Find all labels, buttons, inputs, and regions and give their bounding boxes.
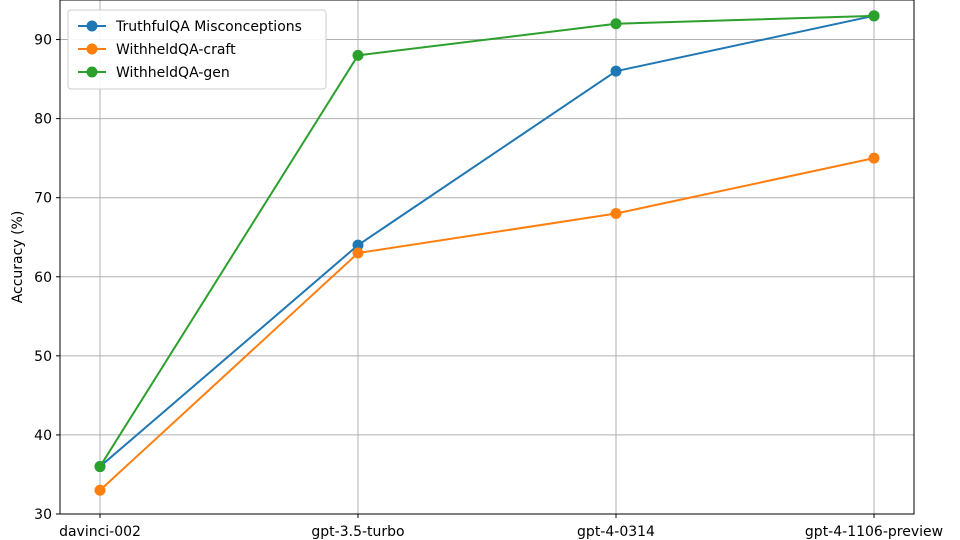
data-point: [94, 461, 106, 473]
x-tick-label: gpt-4-1106-preview: [805, 524, 943, 540]
y-tick-label: 30: [34, 507, 52, 523]
x-tick-label: gpt-3.5-turbo: [311, 524, 404, 540]
series-line: [99, 14, 875, 468]
legend-label: WithheldQA-gen: [116, 65, 230, 81]
series-line: [99, 157, 875, 492]
y-tick-label: 40: [34, 428, 52, 444]
y-tick-label: 60: [34, 270, 52, 286]
y-tick-label: 80: [34, 112, 52, 128]
y-axis-title: Accuracy (%): [10, 211, 26, 304]
legend: TruthfulQA Misconceptions WithheldQA-craf…: [67, 9, 327, 90]
legend-swatch-marker: [86, 43, 98, 55]
data-point: [610, 208, 622, 220]
y-tick-label: 90: [34, 33, 52, 49]
data-point: [94, 484, 106, 496]
series-line: [99, 14, 875, 468]
data-point: [352, 239, 364, 251]
data-point: [352, 49, 364, 61]
series-2: [94, 10, 880, 473]
ticks-layer: davinci-002 gpt-3.5-turbo gpt-4-0314 gpt-4-…: [34, 33, 943, 540]
x-tick-label: davinci-002: [59, 524, 141, 540]
plot-frame: [59, 0, 915, 515]
data-point: [868, 152, 880, 164]
data-point: [868, 10, 880, 22]
legend-swatch-marker: [86, 66, 98, 78]
legend-label: TruthfulQA Misconceptions: [115, 19, 302, 35]
legend-swatch-marker: [86, 20, 98, 32]
x-tick-label: gpt-4-0314: [577, 524, 655, 540]
series-1: [94, 152, 880, 496]
legend-box: [67, 9, 327, 90]
series-layer: [94, 10, 880, 496]
data-point: [610, 18, 622, 30]
y-tick-label: 50: [34, 349, 52, 365]
data-point: [352, 247, 364, 259]
legend-label: WithheldQA-craft: [116, 42, 236, 58]
data-point: [610, 65, 622, 77]
y-tick-label: 70: [34, 191, 52, 207]
